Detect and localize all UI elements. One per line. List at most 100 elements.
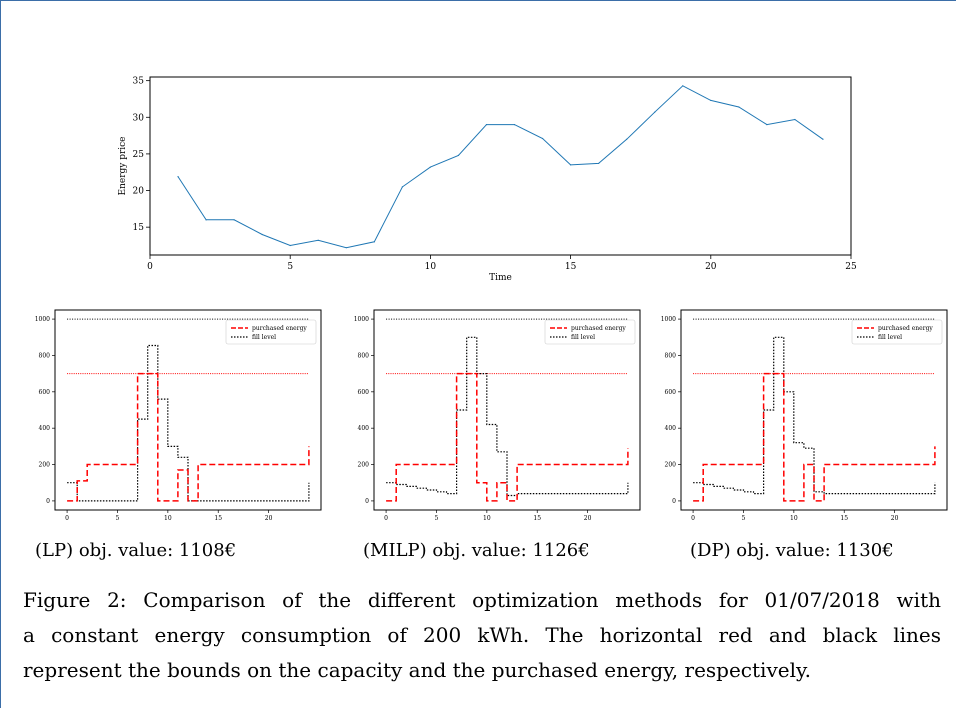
x-tick-label: 0 [65, 515, 69, 522]
energy-price-chart: 0 5 10 15 20 25 15 20 25 30 35 Time Energy price [118, 76, 857, 283]
y-tick-label: 35 [133, 77, 145, 87]
price-point [682, 85, 684, 87]
price-point [541, 137, 544, 140]
price-point [233, 219, 235, 221]
figure-caption: Figure 2: Comparison of the different op… [23, 583, 941, 688]
y-tick-label: 600 [39, 389, 51, 396]
legend-box [225, 319, 317, 345]
subplot-frame [680, 309, 948, 511]
x-tick-label: 0 [147, 262, 153, 272]
price-point [794, 118, 796, 121]
price-point [766, 124, 768, 126]
purchased-energy-line [386, 372, 629, 502]
page-frame-left [0, 0, 1, 708]
caption-line-3: represent the bounds on the capacity and… [23, 658, 811, 682]
x-tick-label: 10 [790, 515, 798, 522]
plot-frame [149, 76, 852, 256]
y-tick-label: 25 [133, 150, 145, 160]
x-tick-label: 10 [483, 515, 491, 522]
price-point [626, 138, 628, 140]
x-tick-label: 10 [164, 515, 172, 522]
legend-label-purchased: purchased energy [571, 325, 626, 332]
price-point [822, 138, 824, 140]
price-point [710, 99, 712, 102]
x-tick-label: 20 [584, 515, 592, 522]
caption-line-1: Figure 2: Comparison of the different op… [23, 588, 941, 612]
y-tick-label: 0 [672, 498, 676, 505]
legend-label-purchased: purchased energy [878, 325, 933, 332]
y-tick-label: 0 [365, 498, 369, 505]
legend-label-fill: fill level [878, 334, 902, 341]
price-line [177, 85, 824, 249]
x-tick-label: 0 [691, 515, 695, 522]
x-tick-label: 20 [705, 262, 717, 272]
x-tick-label: 5 [435, 515, 439, 522]
price-point [345, 247, 347, 249]
page-frame-top [0, 0, 956, 1]
x-tick-label: 15 [565, 262, 577, 272]
legend-box [544, 319, 636, 345]
y-tick-label: 1000 [354, 316, 369, 323]
price-point [738, 106, 740, 108]
x-tick-label: 15 [533, 515, 541, 522]
price-point [570, 164, 572, 166]
y-tick-label: 20 [133, 187, 145, 197]
subplot-frame [373, 309, 641, 511]
price-point [485, 124, 488, 126]
y-tick-label: 15 [133, 223, 145, 233]
x-axis-label: Time [489, 273, 512, 283]
legend-label-purchased: purchased energy [252, 325, 307, 332]
price-point [373, 241, 375, 243]
y-tick-label: 200 [39, 462, 51, 469]
price-point [261, 233, 263, 236]
y-tick-label: 800 [358, 352, 370, 359]
y-tick-label: 1000 [661, 316, 676, 323]
y-tick-label: 400 [665, 425, 677, 432]
price-point [205, 219, 207, 221]
price-point [317, 239, 319, 241]
x-tick-label: 20 [891, 515, 899, 522]
x-tick-label: 25 [845, 262, 857, 272]
caption-line-2: a constant energy consumption of 200 kWh… [23, 623, 941, 647]
milp-subcaption: (MILP) obj. value: 1126€ [363, 540, 590, 561]
subplot-frame [54, 309, 322, 511]
x-tick-label: 5 [287, 262, 293, 272]
legend-box [851, 319, 943, 345]
fill-level-line [693, 336, 936, 495]
y-tick-label: 400 [358, 425, 370, 432]
x-tick-label: 5 [116, 515, 120, 522]
x-tick-label: 10 [425, 262, 437, 272]
legend-label-fill: fill level [252, 334, 276, 341]
price-point [598, 162, 600, 165]
y-tick-label: 800 [39, 352, 51, 359]
y-tick-label: 600 [358, 389, 370, 396]
lp-subcaption: (LP) obj. value: 1108€ [35, 540, 237, 561]
dp-subcaption: (DP) obj. value: 1130€ [690, 540, 894, 561]
y-tick-label: 800 [665, 352, 677, 359]
y-tick-label: 600 [665, 389, 677, 396]
y-tick-label: 400 [39, 425, 51, 432]
x-tick-label: 5 [742, 515, 746, 522]
purchased-energy-line [67, 372, 310, 502]
price-point [429, 166, 431, 168]
price-point [457, 154, 460, 156]
price-point [401, 186, 403, 188]
price-point [654, 111, 656, 113]
y-tick-label: 1000 [35, 316, 50, 323]
price-point [289, 244, 291, 247]
y-tick-label: 200 [358, 462, 370, 469]
x-tick-label: 0 [384, 515, 388, 522]
price-point [513, 124, 516, 126]
y-tick-label: 200 [665, 462, 677, 469]
purchased-energy-line [693, 372, 936, 502]
y-tick-label: 0 [46, 498, 50, 505]
fill-level-line [386, 336, 629, 497]
x-tick-label: 15 [840, 515, 848, 522]
price-point [177, 176, 179, 178]
y-tick-label: 30 [133, 113, 145, 123]
legend-label-fill: fill level [571, 334, 595, 341]
y-axis-label: Energy price [118, 136, 128, 195]
